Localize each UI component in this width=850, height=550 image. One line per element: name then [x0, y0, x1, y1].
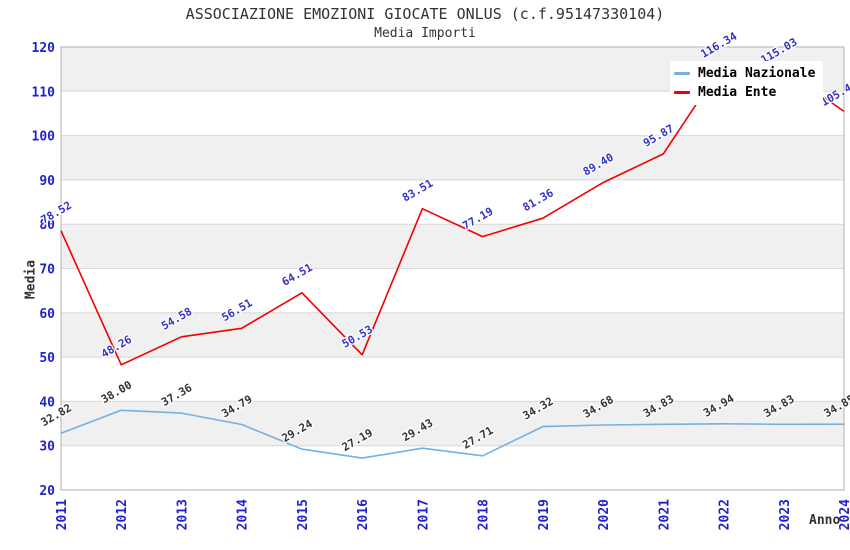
y-tick-label: 110	[32, 85, 56, 100]
y-tick-label: 120	[32, 41, 56, 56]
legend: Media Nazionale Media Ente	[670, 61, 824, 105]
x-tick-label: 2011	[55, 499, 70, 530]
y-axis-title: Media	[23, 259, 39, 300]
x-tick-label: 2022	[718, 499, 733, 530]
x-tick-label: 2016	[356, 499, 371, 530]
x-tick-label: 2017	[416, 499, 431, 530]
data-label: 81.36	[521, 186, 557, 214]
legend-label-nazionale: Media Nazionale	[698, 66, 816, 81]
x-tick-label: 2020	[597, 499, 612, 530]
y-tick-label: 100	[32, 130, 56, 145]
legend-swatch-nazionale-icon	[674, 72, 690, 75]
x-tick-label: 2019	[537, 499, 552, 530]
y-tick-label: 60	[39, 307, 55, 322]
series-line-media-nazionale	[60, 409, 845, 459]
y-tick-label: 70	[39, 263, 55, 278]
x-tick-label: 2015	[296, 499, 311, 530]
x-tick-label: 2013	[175, 499, 190, 530]
plot-border	[60, 46, 845, 491]
y-tick-label: 90	[39, 174, 55, 189]
y-tick-label: 50	[39, 351, 55, 366]
data-label: 83.51	[400, 177, 436, 205]
x-tick-label: 2018	[477, 499, 492, 530]
x-axis-title: Anno	[809, 513, 841, 528]
y-tick-label: 40	[39, 395, 55, 410]
legend-item-media-ente[interactable]: Media Ente	[674, 85, 815, 100]
y-tick-label: 30	[39, 440, 55, 455]
chart-subtitle: Media Importi	[374, 26, 476, 41]
y-tick-label: 80	[39, 218, 55, 233]
data-label: 78.52	[39, 199, 74, 227]
x-tick-label: 2021	[657, 499, 672, 530]
plot-band	[61, 135, 844, 180]
legend-item-media-nazionale[interactable]: Media Nazionale	[674, 66, 815, 81]
y-tick-label: 20	[39, 484, 55, 499]
x-tick-label: 2014	[236, 499, 251, 530]
legend-label-ente: Media Ente	[698, 85, 777, 100]
chart-title: ASSOCIAZIONE EMOZIONI GIOCATE ONLUS (c.f…	[185, 5, 665, 23]
x-tick-label: 2024	[838, 499, 850, 530]
x-tick-label: 2023	[778, 499, 793, 530]
x-tick-label: 2012	[115, 499, 130, 530]
legend-swatch-ente-icon	[674, 91, 690, 94]
plot-band	[61, 224, 844, 269]
